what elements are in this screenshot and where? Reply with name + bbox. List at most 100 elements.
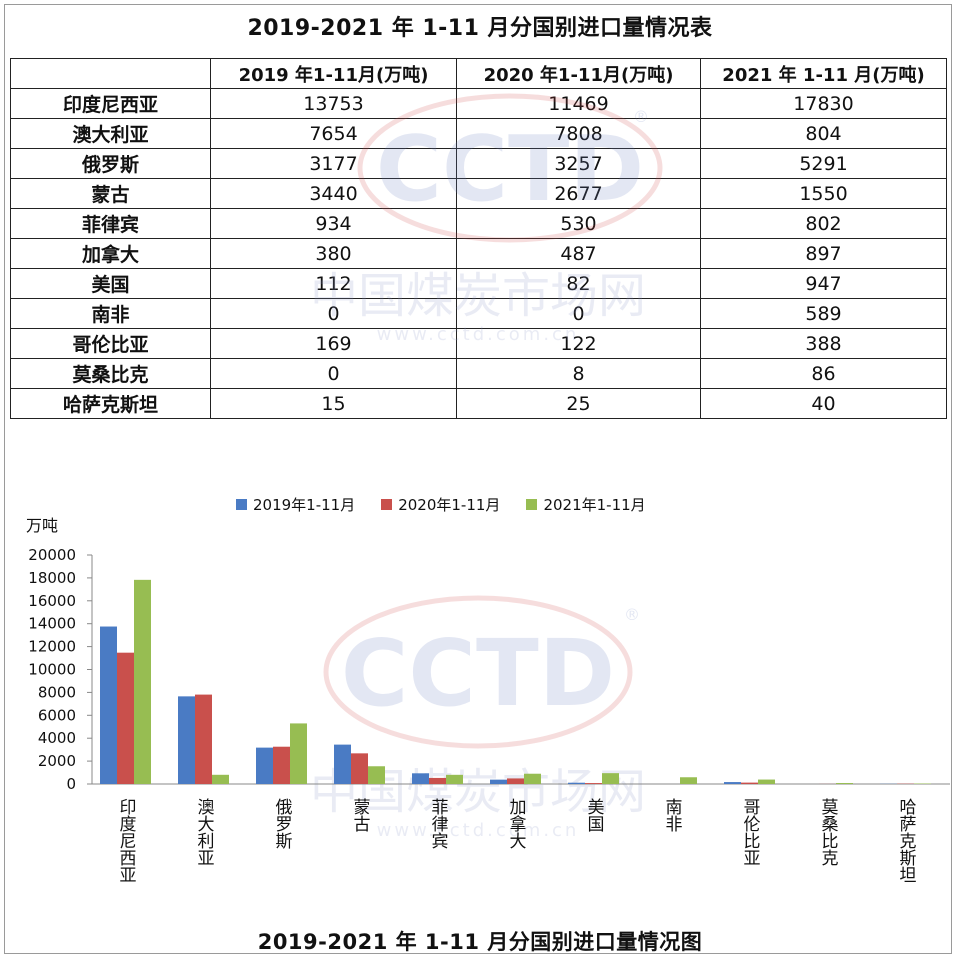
x-category-label: 南非 [662,798,683,832]
bar-2021-7 [680,777,697,784]
value-2020-cell: 7808 [456,118,701,149]
bar-2019-5 [490,779,507,784]
y-tick-label: 4000 [38,729,76,747]
bar-2020-6 [585,783,602,784]
country-cell: 蒙古 [10,178,211,209]
bar-2020-0 [117,652,134,784]
bar-2021-0 [134,579,151,784]
y-tick-label: 8000 [38,683,76,701]
country-cell: 印度尼西亚 [10,88,211,119]
bar-2020-1 [195,694,212,784]
bar-2019-1 [178,696,195,784]
value-2020-cell: 530 [456,208,701,239]
country-cell: 俄罗斯 [10,148,211,179]
table-body: 印度尼西亚 13753 11469 17830 澳大利亚 7654 7808 804 俄罗斯 31… [10,88,947,419]
table-row: 莫桑比克 0 8 86 [10,358,947,389]
bar-2021-4 [446,774,463,784]
country-cell: 加拿大 [10,238,211,269]
x-category-label: 美国 [584,798,605,832]
bar-2021-5 [524,773,541,784]
bar-2020-5 [507,778,524,784]
value-2020-cell: 122 [456,328,701,359]
chart-legend: 2019年1-11月 2020年1-11月 2021年1-11月 [236,494,646,515]
value-2019-cell: 169 [210,328,457,359]
bar-2021-6 [602,773,619,784]
y-tick-label: 12000 [28,638,76,656]
bar-2021-9 [836,783,853,784]
value-2021-cell: 40 [700,388,947,419]
y-tick-label: 20000 [28,546,76,564]
x-category-label: 澳大利亚 [194,798,215,866]
country-cell: 哥伦比亚 [10,328,211,359]
value-2020-cell: 25 [456,388,701,419]
value-2021-cell: 17830 [700,88,947,119]
x-category-label: 菲律宾 [428,798,449,849]
bar-2020-8 [741,782,758,784]
x-category-label: 蒙古 [350,798,371,832]
x-category-label: 莫桑比克 [818,798,839,866]
x-category-label: 印度尼西亚 [116,798,137,883]
value-2019-cell: 0 [210,358,457,389]
value-2021-cell: 804 [700,118,947,149]
legend-label: 2021年1-11月 [543,496,646,514]
table-row: 印度尼西亚 13753 11469 17830 [10,88,947,119]
value-2020-cell: 82 [456,268,701,299]
x-category-label: 哥伦比亚 [740,798,761,866]
value-2021-cell: 1550 [700,178,947,209]
table-title: 2019-2021 年 1-11 月分国别进口量情况表 [247,16,713,41]
bar-2019-3 [334,744,351,784]
table-row: 哈萨克斯坦 15 25 40 [10,388,947,419]
bar-2019-8 [724,782,741,784]
y-axis-unit-label: 万吨 [26,516,59,535]
legend-item: 2019年1-11月 [236,494,355,515]
y-tick-label: 2000 [38,752,76,770]
header-2021: 2021 年 1-11 月(万吨) [700,58,947,89]
country-cell: 澳大利亚 [10,118,211,149]
value-2019-cell: 3440 [210,178,457,209]
legend-swatch [236,499,247,510]
imports-table: 2019 年1-11月(万吨) 2020 年1-11月(万吨) 2021 年 1… [10,58,947,419]
table-row: 菲律宾 934 530 802 [10,208,947,239]
value-2021-cell: 802 [700,208,947,239]
figure-frame [4,4,952,954]
table-row: 哥伦比亚 169 122 388 [10,328,947,359]
y-tick-label: 10000 [28,661,76,679]
value-2020-cell: 487 [456,238,701,269]
y-tick-label: 6000 [38,706,76,724]
x-category-label: 俄罗斯 [272,798,293,850]
country-cell: 哈萨克斯坦 [10,388,211,419]
value-2019-cell: 7654 [210,118,457,149]
value-2020-cell: 2677 [456,178,701,209]
value-2021-cell: 388 [700,328,947,359]
y-tick-label: 16000 [28,592,76,610]
value-2020-cell: 0 [456,298,701,329]
legend-label: 2020年1-11月 [398,496,501,514]
bar-2021-2 [290,723,307,784]
x-category-label: 哈萨克斯坦 [896,798,917,883]
y-tick-label: 0 [66,775,76,793]
legend-swatch [381,499,393,510]
value-2019-cell: 15 [210,388,457,419]
bar-2019-6 [568,782,585,784]
legend-item: 2021年1-11月 [526,494,646,515]
value-2021-cell: 86 [700,358,947,389]
value-2019-cell: 934 [210,208,457,239]
legend-label: 2019年1-11月 [253,496,356,514]
x-category-label: 加拿大 [506,798,527,849]
bar-2020-4 [429,777,446,784]
header-2019: 2019 年1-11月(万吨) [210,58,457,89]
header-2020: 2020 年1-11月(万吨) [456,58,701,89]
bar-2019-4 [412,773,429,784]
legend-swatch [526,499,538,510]
y-tick-label: 14000 [28,615,76,633]
bar-2021-8 [758,779,775,784]
chart-title: 2019-2021 年 1-11 月分国别进口量情况图 [257,930,703,954]
bar-2019-0 [100,626,117,784]
value-2019-cell: 380 [210,238,457,269]
bar-2020-2 [273,746,290,784]
bar-2021-3 [368,766,385,784]
bar-2020-3 [351,753,368,784]
country-cell: 美国 [10,268,211,299]
value-2020-cell: 8 [456,358,701,389]
